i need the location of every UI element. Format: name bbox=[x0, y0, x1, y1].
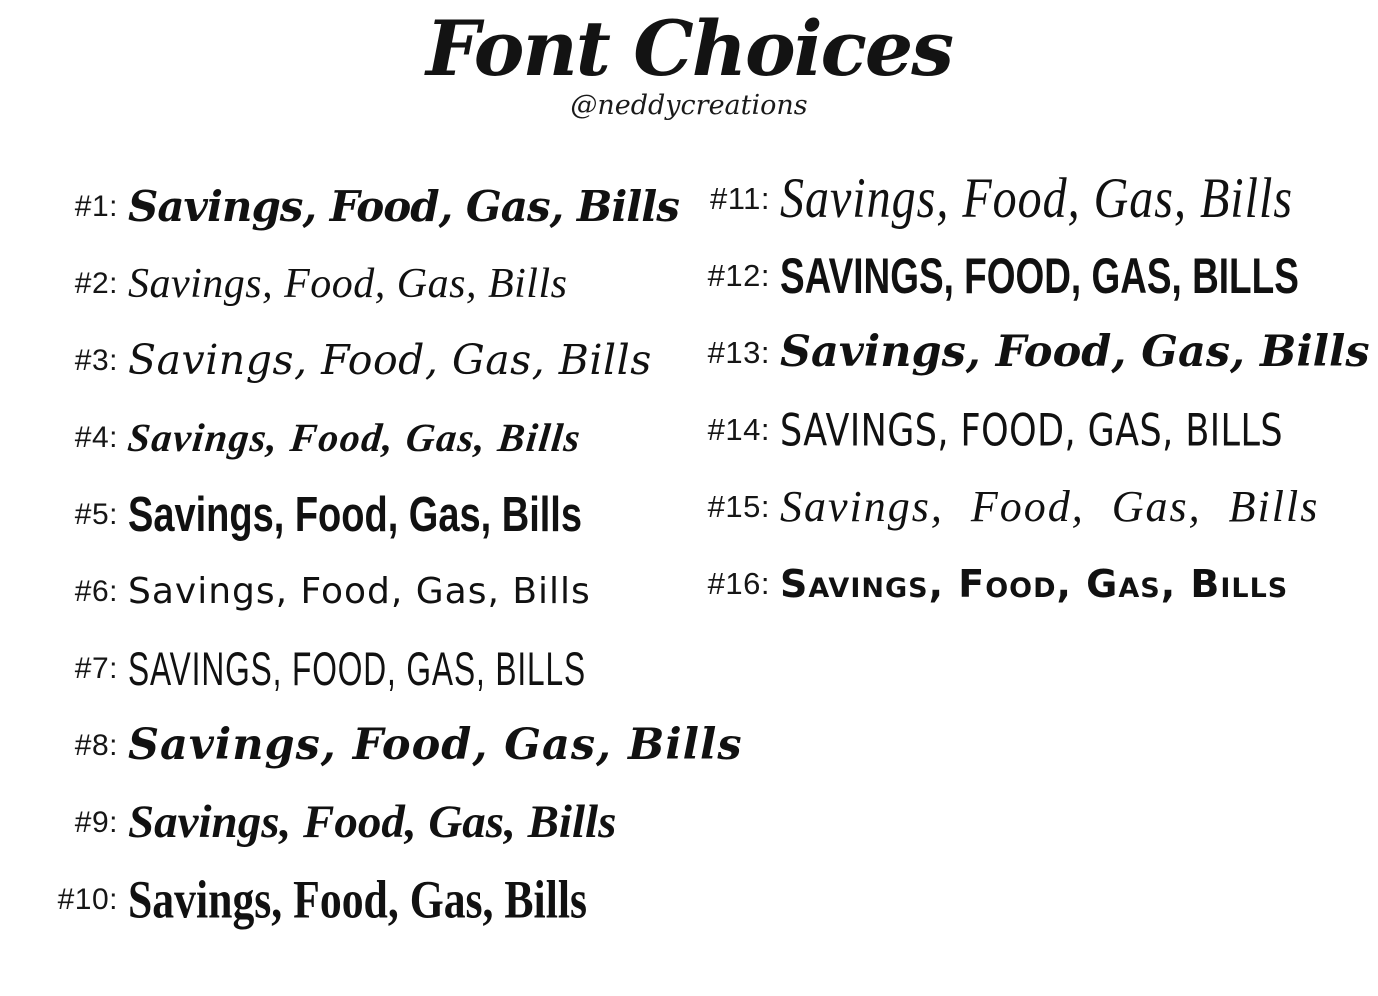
font-sample-text: SAVINGS, FOOD, GAS, BILLS bbox=[780, 403, 1284, 456]
font-sample-text: Savings, Food, Gas, Bills bbox=[780, 166, 1293, 230]
font-number-label: #15: bbox=[707, 488, 770, 524]
font-sample-text: Savings, Food, Gas, Bills bbox=[128, 260, 568, 307]
font-sample-row-5: #5: Savings, Food, Gas, Bills bbox=[26, 476, 676, 553]
font-number-label: #8: bbox=[74, 728, 118, 762]
font-list-right-column: #11: Savings, Food, Gas, Bills #12: SAVI… bbox=[670, 160, 1370, 622]
font-sample-row-2: #2: Savings, Food, Gas, Bills bbox=[26, 245, 676, 322]
font-sample-row-10: #10: Savings, Food, Gas, Bills bbox=[26, 861, 676, 938]
font-sample-row-3: #3: Savings, Food, Gas, Bills bbox=[26, 322, 676, 399]
font-sample-row-1: #1: Savings, Food, Gas, Bills bbox=[26, 168, 680, 245]
font-number-label: #7: bbox=[74, 651, 118, 685]
creator-handle: @neddycreations bbox=[570, 90, 808, 122]
header: Font Choices @neddycreations bbox=[0, 4, 1378, 122]
font-sample-text: Savings, Food, Gas, Bills bbox=[780, 327, 1370, 377]
font-sample-text: Savings, Food, Gas, Bills bbox=[128, 796, 617, 848]
font-number-label: #6: bbox=[74, 574, 118, 608]
font-number-label: #3: bbox=[74, 343, 118, 377]
font-number-label: #4: bbox=[74, 420, 118, 454]
font-number-label: #14: bbox=[707, 411, 770, 447]
font-sample-text: SAVINGS, FOOD, GAS, BILLS bbox=[780, 246, 1299, 304]
font-number-label: #5: bbox=[74, 497, 118, 531]
font-sample-text: Savings, Food, Gas, Bills bbox=[125, 414, 584, 460]
font-sample-row-14: #14: SAVINGS, FOOD, GAS, BILLS bbox=[670, 391, 1370, 468]
font-sample-row-15: #15: Savings, Food, Gas, Bills bbox=[670, 468, 1370, 545]
font-sample-row-12: #12: SAVINGS, FOOD, GAS, BILLS bbox=[670, 237, 1370, 314]
font-sample-row-9: #9: Savings, Food, Gas, Bills bbox=[26, 784, 676, 861]
font-number-label: #16: bbox=[707, 565, 770, 601]
font-number-label: #11: bbox=[709, 180, 770, 216]
page-title: Font Choices bbox=[425, 4, 954, 93]
font-sample-row-11: #11: Savings, Food, Gas, Bills bbox=[670, 160, 1370, 237]
font-sample-text: Savings, Food, Gas, Bills bbox=[780, 481, 1320, 531]
font-sample-row-8: #8: Savings, Food, Gas, Bills bbox=[26, 707, 742, 784]
font-sample-text: Savings, Food, Gas, Bills bbox=[128, 487, 582, 542]
font-number-label: #9: bbox=[74, 805, 118, 839]
font-number-label: #1: bbox=[74, 189, 118, 223]
font-number-label: #12: bbox=[707, 257, 770, 293]
font-sample-row-7: #7: SAVINGS, FOOD, GAS, BILLS bbox=[26, 630, 676, 707]
font-sample-text: Savings, Food, Gas, Bills bbox=[128, 868, 587, 929]
font-number-label: #10: bbox=[57, 882, 118, 916]
font-sample-row-4: #4: Savings, Food, Gas, Bills bbox=[26, 399, 676, 476]
font-sample-row-13: #13: Savings, Food, Gas, Bills bbox=[670, 314, 1370, 391]
font-sample-row-16: #16: Savings, Food, Gas, Bills bbox=[670, 545, 1370, 622]
font-sample-row-6: #6: Savings, Food, Gas, Bills bbox=[26, 553, 676, 630]
font-sample-text: Savings, Food, Gas, Bills bbox=[128, 720, 743, 770]
font-sample-text: Savings, Food, Gas, Bills bbox=[128, 570, 591, 612]
font-number-label: #2: bbox=[74, 266, 118, 300]
font-sample-text: Savings, Food, Gas, Bills bbox=[128, 181, 680, 231]
font-number-label: #13: bbox=[707, 334, 770, 370]
font-list-left-column: #1: Savings, Food, Gas, Bills #2: Saving… bbox=[26, 168, 742, 938]
font-sample-text: Savings, Food, Gas, Bills bbox=[780, 561, 1289, 606]
font-sample-text: SAVINGS, FOOD, GAS, BILLS bbox=[128, 640, 587, 695]
font-sample-text: Savings, Food, Gas, Bills bbox=[128, 336, 652, 384]
